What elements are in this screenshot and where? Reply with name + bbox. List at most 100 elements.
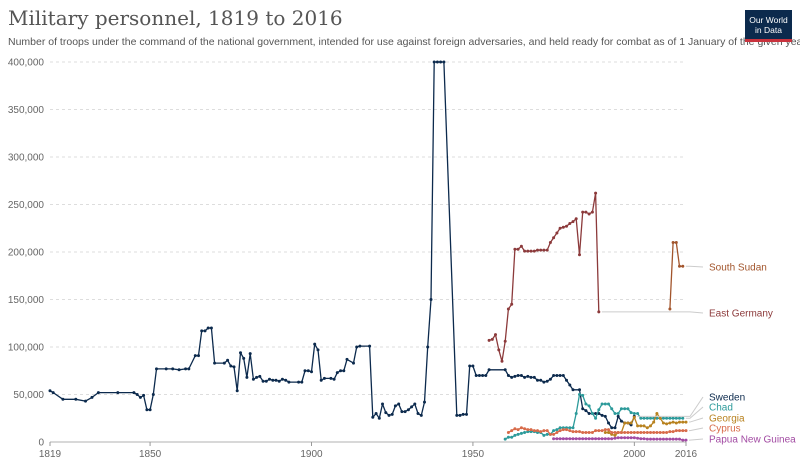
data-point-sweden [148, 408, 152, 412]
data-point-sweden [393, 404, 397, 408]
data-point-papua-new-guinea [645, 437, 649, 441]
y-tick-label: 350,000 [8, 105, 45, 116]
data-point-chad [661, 416, 665, 420]
data-point-sweden [619, 419, 623, 423]
data-point-cyprus [526, 428, 530, 432]
data-point-east-germany [497, 348, 501, 352]
data-point-cyprus [552, 432, 556, 436]
data-point-sweden [319, 378, 323, 382]
data-point-cyprus [652, 431, 656, 434]
data-point-sweden [455, 413, 459, 417]
data-point-chad [555, 428, 559, 432]
data-point-sweden [251, 377, 255, 381]
data-point-cyprus [645, 431, 649, 434]
data-point-sweden [406, 408, 410, 412]
data-point-papua-new-guinea [681, 438, 685, 442]
legend-label-east-germany: East Germany [709, 309, 773, 320]
data-point-sweden [313, 342, 317, 346]
chart-title: Military personnel, 1819 to 2016 [8, 6, 343, 30]
data-point-chad [581, 393, 585, 397]
data-point-sweden [209, 326, 213, 330]
data-point-south-sudan [668, 307, 672, 311]
data-point-cyprus [607, 428, 610, 432]
data-point-georgia [655, 412, 659, 415]
data-point-sweden [397, 402, 401, 406]
data-point-sweden [145, 408, 149, 412]
data-point-georgia [649, 424, 652, 428]
data-point-cyprus [574, 430, 578, 434]
data-point-cyprus [594, 429, 598, 433]
data-point-east-germany [536, 248, 539, 252]
data-point-chad [587, 404, 591, 408]
data-point-cyprus [616, 431, 620, 434]
data-point-sweden [135, 393, 139, 396]
data-point-chad [610, 407, 614, 411]
data-point-east-germany [545, 248, 549, 252]
y-tick-label: 300,000 [8, 153, 45, 164]
data-point-georgia [613, 433, 617, 437]
data-point-sweden [197, 354, 200, 358]
data-point-sweden [581, 407, 585, 411]
data-point-sweden [594, 412, 598, 415]
data-point-cyprus [539, 430, 543, 434]
data-point-east-germany [590, 210, 594, 214]
data-point-cyprus [510, 429, 514, 433]
data-point-sweden [410, 405, 414, 409]
data-point-sweden [423, 400, 426, 404]
data-point-cyprus [613, 431, 617, 434]
data-point-east-germany [561, 225, 565, 229]
data-point-sweden [74, 397, 78, 401]
data-point-chad [558, 426, 562, 430]
y-tick-label: 50,000 [13, 390, 44, 401]
data-point-east-germany [584, 210, 588, 214]
data-point-georgia [636, 424, 640, 428]
data-point-sweden [184, 367, 188, 371]
data-point-papua-new-guinea [587, 437, 591, 441]
data-point-chad [516, 432, 520, 436]
data-point-chad [629, 411, 633, 415]
data-point-sweden [526, 374, 530, 378]
data-point-sweden [458, 413, 462, 417]
data-point-east-germany [510, 302, 514, 306]
data-point-chad [545, 432, 549, 436]
data-point-cyprus [513, 427, 517, 431]
data-point-cyprus [545, 429, 549, 433]
data-point-sweden [523, 375, 527, 379]
x-tick-label: 1819 [39, 449, 62, 460]
legend-label-sweden: Sweden [709, 393, 745, 404]
data-point-papua-new-guinea [649, 437, 652, 441]
data-point-chad [503, 437, 507, 441]
data-point-papua-new-guinea [684, 438, 688, 442]
data-point-cyprus [681, 429, 685, 433]
data-point-sweden [264, 379, 268, 383]
data-point-chad [636, 412, 640, 415]
series-line-sweden [49, 61, 635, 429]
data-point-sweden [558, 374, 562, 377]
series-lines [48, 60, 688, 442]
data-point-sweden [503, 368, 507, 372]
data-point-sweden [193, 354, 197, 358]
data-point-sweden [477, 374, 481, 377]
data-point-east-germany [571, 220, 575, 224]
data-point-south-sudan [671, 241, 675, 244]
data-point-chad [571, 426, 575, 430]
data-point-chad [681, 416, 685, 420]
data-point-sweden [335, 371, 339, 375]
data-point-sweden [536, 378, 539, 382]
data-point-east-germany [581, 210, 585, 214]
data-point-papua-new-guinea [594, 437, 598, 441]
data-point-papua-new-guinea [555, 437, 559, 441]
owid-logo[interactable]: Our World in Data [745, 10, 792, 42]
data-point-sweden [513, 374, 517, 378]
data-point-cyprus [678, 429, 681, 433]
data-point-cyprus [671, 430, 675, 434]
data-point-sweden [552, 374, 556, 377]
data-point-sweden [342, 369, 346, 373]
data-point-papua-new-guinea [665, 437, 669, 441]
data-point-papua-new-guinea [632, 436, 636, 440]
data-point-cyprus [506, 431, 510, 434]
data-point-sweden [374, 412, 378, 415]
data-point-georgia [668, 421, 672, 425]
data-point-cyprus [565, 428, 568, 432]
data-point-cyprus [529, 428, 533, 432]
